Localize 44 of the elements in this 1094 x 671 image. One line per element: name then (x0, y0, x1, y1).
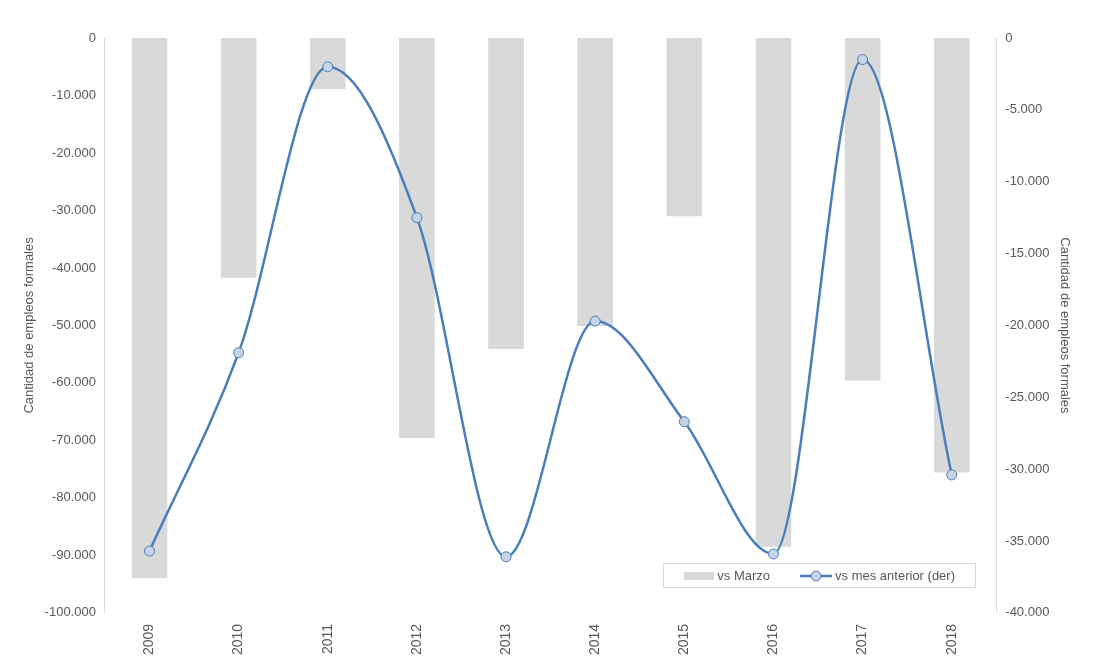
y-tick-label: -30.000 (51, 202, 96, 218)
y-tick-label: -20.000 (51, 144, 96, 160)
y2-tick-label: -40.000 (1005, 604, 1050, 620)
y-tick-label: -80.000 (51, 489, 96, 505)
x-tick-label: 2011 (318, 623, 335, 654)
y2-tick-label: -35.000 (1005, 532, 1050, 548)
y2-tick-label: -5.000 (1005, 101, 1043, 117)
x-tick-label: 2017 (853, 623, 870, 656)
y-tick-label: -100.000 (44, 604, 96, 620)
point (678, 416, 690, 428)
x-tick-label: 2009 (140, 623, 157, 656)
y-tick-label: -40.000 (51, 259, 96, 275)
y2-tick-label: -15.000 (1005, 245, 1050, 261)
point (143, 545, 155, 557)
point (322, 61, 334, 73)
x-tick-label: 2018 (942, 623, 959, 656)
point (767, 548, 779, 560)
point (500, 551, 512, 563)
y-tick-label: -60.000 (51, 374, 96, 390)
y-axis-title: Cantidad de empleos formales (21, 236, 37, 414)
y-tick-label: -90.000 (51, 546, 96, 562)
x-tick-label: 2015 (675, 623, 692, 656)
y2-tick-label: -20.000 (1005, 317, 1050, 333)
x-tick-label: 2012 (407, 623, 424, 656)
y2-tick-label: -10.000 (1005, 173, 1050, 189)
y2-axis-title: Cantidad de empleos formales (1057, 237, 1073, 415)
y-tick-label: -50.000 (51, 317, 96, 333)
point (946, 469, 958, 481)
y-tick-label: -70.000 (51, 431, 96, 447)
point (857, 54, 869, 66)
y2-tick-label: -30.000 (1005, 460, 1050, 476)
y-tick-label: 0 (88, 29, 96, 45)
point (589, 315, 601, 327)
y2-tick-label: 0 (1005, 29, 1013, 45)
y-tick-label: -10.000 (51, 87, 96, 103)
y2-tick-label: -25.000 (1005, 388, 1050, 404)
x-tick-label: 2013 (496, 623, 513, 656)
legend-label: vs Marzo (717, 568, 771, 583)
x-tick-label: 2016 (764, 623, 781, 656)
x-tick-label: 2014 (586, 623, 603, 656)
point (233, 347, 245, 359)
x-tick-label: 2010 (229, 623, 246, 656)
point (411, 212, 423, 224)
legend-label: vs mes anterior (der) (835, 568, 955, 583)
